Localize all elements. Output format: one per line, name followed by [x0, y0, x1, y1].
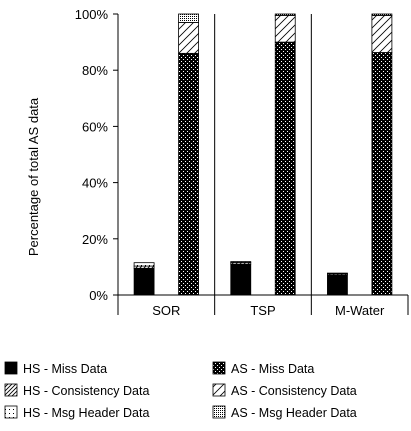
- bar-segment: [274, 41, 296, 296]
- bar-segment: [133, 267, 155, 296]
- legend-label: HS - Consistency Data: [23, 384, 149, 398]
- bar-segment: [327, 274, 348, 296]
- legend-label: HS - Miss Data: [23, 362, 107, 376]
- y-tick-label: 40%: [82, 176, 108, 191]
- y-tick-label: 20%: [82, 232, 108, 247]
- bar-segment: [230, 261, 252, 263]
- bar-segment: [178, 13, 199, 23]
- legend-swatch: [4, 361, 18, 375]
- bar-segment: [274, 13, 296, 16]
- bar-segment: [178, 22, 199, 54]
- legend-swatch: [4, 383, 18, 397]
- y-tick-label: 100%: [75, 7, 109, 22]
- x-tick-label: SOR: [152, 303, 180, 318]
- plot-area: 0% 20% 40% 60% 80% 100% SOR TSP M-Water: [75, 7, 409, 318]
- legend-label: HS - Msg Header Data: [23, 406, 149, 420]
- x-tick-label: M-Water: [335, 303, 385, 318]
- legend-swatch: [212, 361, 226, 375]
- legend-swatch: [4, 405, 18, 419]
- bar-segment: [371, 13, 393, 16]
- legend-label: AS - Consistency Data: [231, 384, 357, 398]
- bar-segment: [371, 52, 393, 296]
- y-tick-label: 80%: [82, 63, 108, 78]
- y-tick-label: 0%: [89, 288, 108, 303]
- bar-segment: [178, 52, 199, 296]
- legend-swatch: [212, 383, 226, 397]
- x-tick-label: TSP: [250, 303, 275, 318]
- y-tick-label: 60%: [82, 119, 108, 134]
- bar-segment: [230, 263, 252, 296]
- legend: HS - Miss Data HS - Consistency Data HS - …: [4, 361, 357, 420]
- bar-segment: [371, 15, 393, 53]
- legend-swatch: [212, 405, 226, 419]
- bar-segment: [327, 272, 348, 275]
- y-axis-title: Percentage of total AS data: [26, 97, 41, 256]
- legend-label: AS - Msg Header Data: [231, 406, 357, 420]
- bar-segment: [133, 262, 155, 267]
- legend-label: AS - Miss Data: [231, 362, 314, 376]
- bar-segment: [274, 15, 296, 43]
